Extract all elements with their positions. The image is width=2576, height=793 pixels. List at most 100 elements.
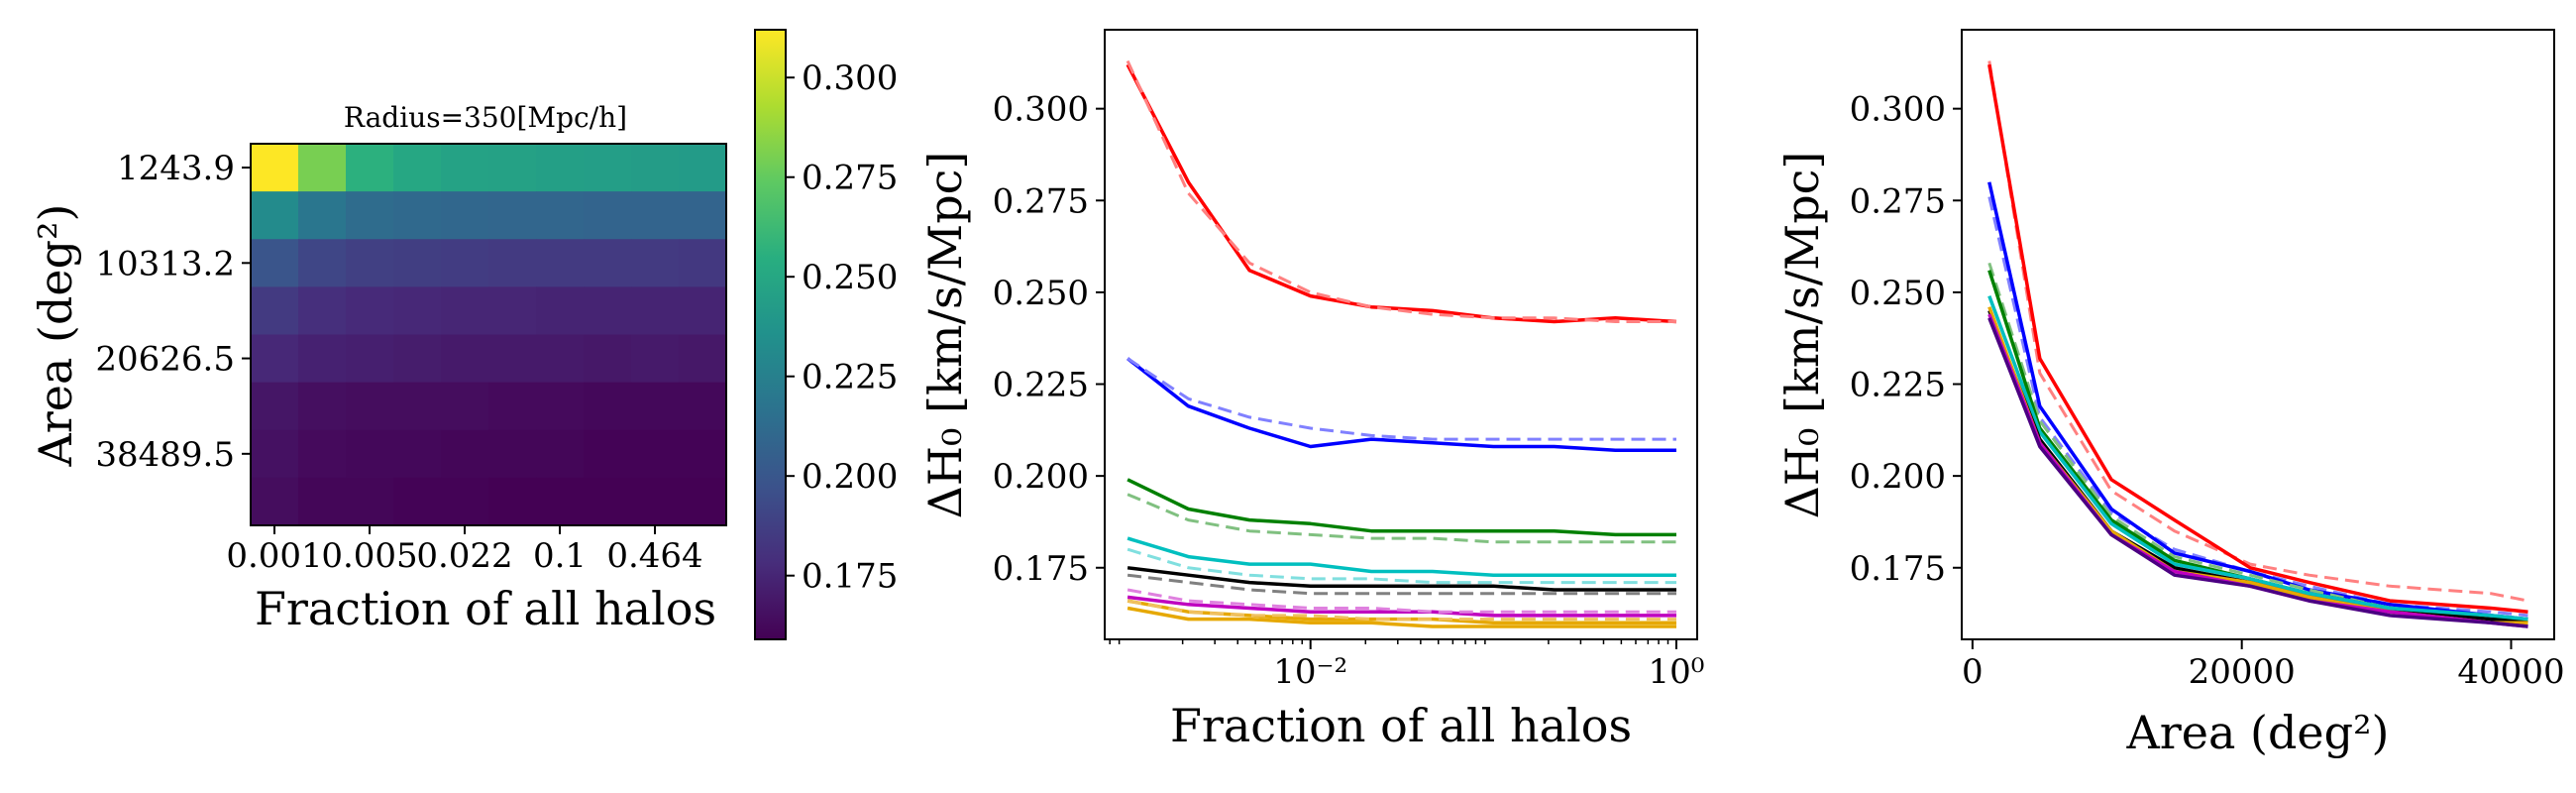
series-line bbox=[1987, 181, 2528, 622]
fraction-plot-frame bbox=[1104, 29, 1698, 640]
heatmap-cell bbox=[346, 239, 394, 287]
heatmap-cell bbox=[536, 286, 585, 336]
heatmap-y-tick-label: 20626.5 bbox=[95, 340, 235, 380]
heatmap-cell bbox=[251, 191, 299, 240]
heatmap-cell bbox=[488, 477, 537, 526]
area-plot-frame bbox=[1961, 29, 2555, 640]
heatmap-cell bbox=[393, 239, 442, 287]
heatmap-cell bbox=[631, 239, 680, 287]
heatmap-cell bbox=[488, 191, 537, 240]
y-tick-label: 0.175 bbox=[1850, 549, 1946, 589]
colorbar-tick-label: 0.225 bbox=[802, 358, 898, 397]
heatmap-cell bbox=[298, 429, 347, 479]
heatmap-cell bbox=[679, 334, 727, 384]
heatmap-x-tick-label: 0.464 bbox=[606, 536, 702, 576]
heatmap-cell bbox=[679, 286, 727, 336]
heatmap-cell bbox=[251, 429, 299, 479]
heatmap-cell bbox=[679, 191, 727, 240]
y-tick-label: 0.225 bbox=[1850, 366, 1946, 405]
series-line bbox=[1127, 599, 1676, 622]
heatmap-cells bbox=[251, 144, 727, 526]
heatmap-x-tick-label: 0.005 bbox=[321, 536, 417, 576]
x-tick-label: 40000 bbox=[2457, 652, 2564, 692]
colorbar-tick-label: 0.175 bbox=[802, 557, 898, 597]
heatmap-y-tick-label: 10313.2 bbox=[95, 244, 235, 283]
heatmap-cell bbox=[536, 382, 585, 431]
heatmap-cell bbox=[441, 191, 489, 240]
heatmap-cell bbox=[441, 239, 489, 287]
series-line bbox=[1127, 357, 1676, 452]
heatmap-cell bbox=[393, 191, 442, 240]
heatmap-title: Radius=350[Mpc/h] bbox=[344, 101, 627, 134]
colorbar-tick-label: 0.200 bbox=[802, 457, 898, 497]
heatmap-cell bbox=[631, 429, 680, 479]
heatmap-cell bbox=[298, 382, 347, 431]
heatmap-x-tick-label: 0.1 bbox=[533, 536, 587, 576]
series-line bbox=[1987, 317, 2528, 628]
heatmap-cell bbox=[251, 477, 299, 526]
area-series bbox=[1987, 60, 2528, 628]
heatmap-cell bbox=[584, 429, 632, 479]
y-tick-label: 0.250 bbox=[1850, 274, 1946, 313]
series-line bbox=[1127, 547, 1676, 585]
colorbar bbox=[754, 29, 787, 640]
heatmap-cell bbox=[393, 334, 442, 384]
series-line bbox=[1127, 566, 1676, 592]
area-x-label: Area (deg²) bbox=[2126, 706, 2390, 759]
x-tick-label: 20000 bbox=[2189, 652, 2296, 692]
fraction-y-ticks: 0.175 0.200 0.225 0.250 0.275 0.300 bbox=[993, 90, 1105, 589]
heatmap-cell bbox=[488, 382, 537, 431]
series-line bbox=[1127, 606, 1676, 628]
x-tick-label: 0 bbox=[1962, 652, 1984, 692]
series-line bbox=[1987, 60, 2528, 603]
heatmap-cell bbox=[441, 334, 489, 384]
heatmap-cell bbox=[393, 286, 442, 336]
heatmap-cell bbox=[298, 239, 347, 287]
x-tick-label: 10⁻² bbox=[1273, 652, 1347, 692]
y-tick-label: 0.250 bbox=[993, 274, 1089, 313]
series-line bbox=[1127, 357, 1676, 441]
heatmap-cell bbox=[679, 382, 727, 431]
heatmap-cell bbox=[631, 144, 680, 192]
heatmap-cell bbox=[346, 429, 394, 479]
heatmap-cell bbox=[441, 477, 489, 526]
area-line-panel: 0 20000 40000 0.175 0.200 0.225 0.250 0.275 0.3… bbox=[1775, 29, 2565, 759]
heatmap-cell bbox=[584, 191, 632, 240]
series-line bbox=[1127, 588, 1676, 614]
heatmap-x-tick-label: 0.022 bbox=[416, 536, 512, 576]
area-x-ticks: 0 20000 40000 bbox=[1962, 639, 2565, 692]
heatmap-x-tick-label: 0.001 bbox=[226, 536, 322, 576]
heatmap-cell bbox=[393, 382, 442, 431]
heatmap-cell bbox=[488, 286, 537, 336]
colorbar-tick-label: 0.275 bbox=[802, 159, 898, 198]
heatmap-cell bbox=[298, 477, 347, 526]
heatmap-cell bbox=[536, 239, 585, 287]
heatmap-cell bbox=[441, 286, 489, 336]
y-tick-label: 0.275 bbox=[1850, 181, 1946, 221]
heatmap-cell bbox=[631, 477, 680, 526]
heatmap-cell bbox=[488, 144, 537, 192]
y-tick-label: 0.225 bbox=[993, 366, 1089, 405]
heatmap-cell bbox=[251, 239, 299, 287]
heatmap-cell bbox=[631, 286, 680, 336]
area-y-label: ΔH₀ [km/s/Mpc] bbox=[1775, 152, 1829, 519]
area-y-ticks: 0.175 0.200 0.225 0.250 0.275 0.300 bbox=[1850, 90, 1962, 589]
heatmap-cell bbox=[488, 334, 537, 384]
heatmap-cell bbox=[346, 286, 394, 336]
series-line bbox=[1987, 270, 2528, 622]
heatmap-cell bbox=[584, 286, 632, 336]
heatmap-cell bbox=[346, 144, 394, 192]
heatmap-cell bbox=[536, 191, 585, 240]
fraction-x-label: Fraction of all halos bbox=[1170, 699, 1632, 752]
heatmap-cell bbox=[393, 429, 442, 479]
heatmap-cell bbox=[393, 477, 442, 526]
heatmap-cell bbox=[679, 477, 727, 526]
heatmap-cell bbox=[346, 191, 394, 240]
heatmap-y-ticks: 1243.9 10313.2 20626.5 38489.5 bbox=[95, 149, 251, 475]
heatmap-cell bbox=[298, 334, 347, 384]
heatmap-cell bbox=[393, 144, 442, 192]
series-line bbox=[1987, 262, 2528, 622]
heatmap-cell bbox=[298, 144, 347, 192]
